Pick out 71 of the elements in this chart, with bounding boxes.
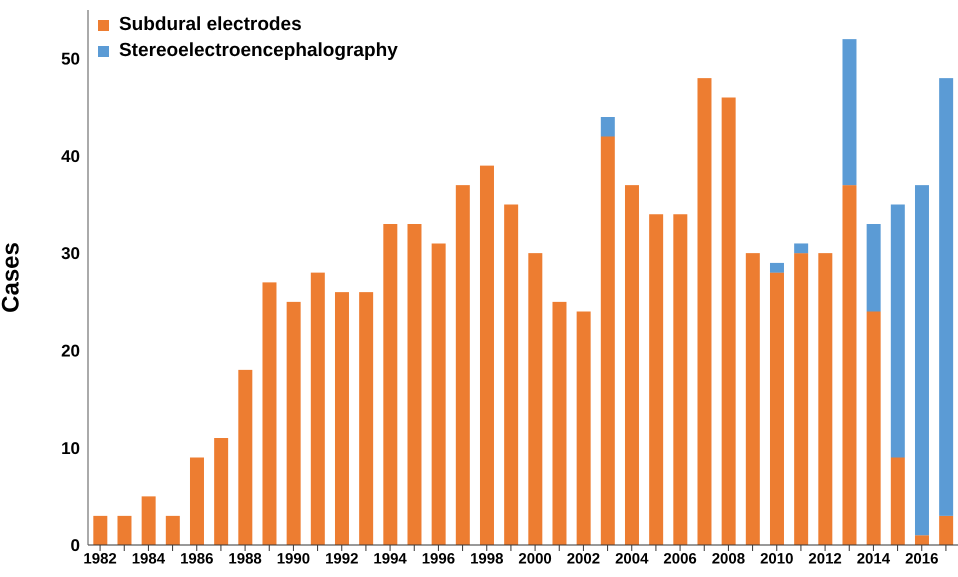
bar xyxy=(407,224,422,545)
bar xyxy=(600,117,615,136)
x-tick-label: 1988 xyxy=(228,550,262,568)
bar xyxy=(842,39,856,186)
x-tick-label: 1996 xyxy=(422,550,456,568)
x-tick-label: 2012 xyxy=(808,550,842,568)
x-tick-label: 2008 xyxy=(712,550,746,568)
bar xyxy=(939,516,954,545)
bar xyxy=(794,253,808,545)
x-tick-label: 2000 xyxy=(518,550,552,568)
bar xyxy=(866,312,881,545)
bar xyxy=(576,312,591,545)
bar xyxy=(552,302,566,545)
bar xyxy=(600,136,615,545)
bar xyxy=(697,78,712,545)
bar xyxy=(310,272,325,545)
bar xyxy=(142,496,156,545)
y-tick-label: 30 xyxy=(61,244,80,264)
bar xyxy=(480,166,494,545)
y-tick-label: 20 xyxy=(61,341,80,360)
x-tick-label: 2006 xyxy=(663,550,697,568)
y-tick-label: 0 xyxy=(70,536,80,556)
bar xyxy=(528,253,542,545)
bar xyxy=(456,185,470,545)
bar xyxy=(866,224,881,312)
bar xyxy=(890,457,905,545)
bar xyxy=(914,535,929,545)
bar xyxy=(359,292,374,545)
bar xyxy=(939,78,954,516)
bar xyxy=(214,438,228,545)
bar xyxy=(383,224,398,545)
bar xyxy=(770,262,784,273)
bar xyxy=(746,253,760,545)
x-tick-label: 2016 xyxy=(905,550,938,568)
bar xyxy=(890,204,905,458)
bar xyxy=(673,214,688,545)
x-tick-label: 1982 xyxy=(83,550,117,568)
bar xyxy=(117,516,132,545)
bar xyxy=(649,214,664,545)
bar xyxy=(286,302,301,545)
x-tick-label: 2004 xyxy=(615,550,650,568)
y-tick-label: 10 xyxy=(61,438,80,458)
y-tick-label: 40 xyxy=(61,146,80,166)
x-tick-label: 1992 xyxy=(325,550,358,568)
x-tick-label: 2014 xyxy=(856,550,891,568)
bar xyxy=(842,185,856,545)
bar xyxy=(166,516,180,545)
bar xyxy=(190,457,204,545)
bar xyxy=(262,282,276,545)
legend-label: Stereoelectroencephalography xyxy=(119,39,398,63)
bar xyxy=(504,204,518,545)
bar xyxy=(624,185,639,545)
x-tick-label: 2002 xyxy=(566,550,600,568)
bar xyxy=(238,370,252,545)
x-tick-label: 1990 xyxy=(276,550,310,568)
x-tick-label: 1994 xyxy=(373,550,408,568)
bar xyxy=(722,98,736,545)
bar xyxy=(818,253,832,545)
x-tick-label: 1984 xyxy=(132,550,166,568)
bar xyxy=(93,516,108,545)
bar xyxy=(334,292,349,545)
bar xyxy=(770,272,784,545)
y-axis-title: Cases xyxy=(0,242,25,313)
legend-label: Subdural electrodes xyxy=(119,13,302,37)
bar xyxy=(914,185,929,536)
x-tick-label: 1986 xyxy=(180,550,214,568)
bar xyxy=(432,243,446,545)
x-tick-label: 2010 xyxy=(760,550,794,568)
x-tick-label: 1998 xyxy=(470,550,504,568)
bar xyxy=(794,243,808,254)
y-tick-label: 50 xyxy=(61,50,80,69)
